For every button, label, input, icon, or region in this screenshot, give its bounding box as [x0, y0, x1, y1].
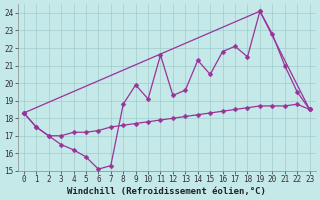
- X-axis label: Windchill (Refroidissement éolien,°C): Windchill (Refroidissement éolien,°C): [67, 187, 266, 196]
